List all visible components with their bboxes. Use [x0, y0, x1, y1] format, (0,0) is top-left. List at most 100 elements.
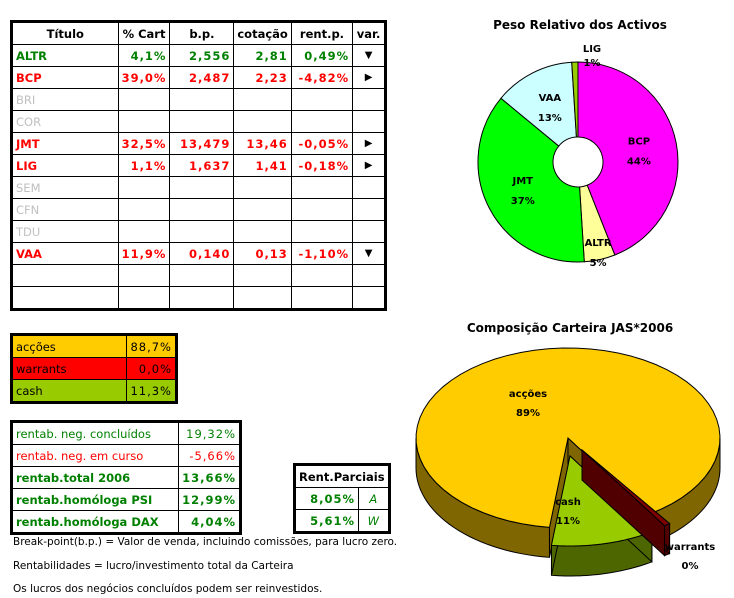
- var-cell[interactable]: [352, 88, 386, 111]
- var-cell[interactable]: [352, 176, 386, 199]
- bp-cell[interactable]: [169, 220, 235, 243]
- rent-cell[interactable]: -0,18%: [290, 154, 354, 177]
- ticker-cell[interactable]: ALTR: [11, 44, 119, 67]
- pct-cell[interactable]: [117, 286, 171, 310]
- var-cell[interactable]: ▼: [352, 44, 386, 67]
- bp-cell[interactable]: 0,140: [169, 242, 235, 265]
- partial-value[interactable]: 8,05%: [294, 487, 359, 510]
- allocation-value[interactable]: 11,3%: [126, 379, 177, 403]
- cot-cell[interactable]: 2,23: [233, 66, 292, 89]
- ticker-cell[interactable]: LIG: [11, 154, 119, 177]
- cot-cell[interactable]: [233, 198, 292, 221]
- allocation-label[interactable]: cash: [10, 379, 128, 403]
- pct-cell[interactable]: 1,1%: [117, 154, 171, 177]
- pct-cell[interactable]: [117, 88, 171, 111]
- pct-cell[interactable]: 39,0%: [117, 66, 171, 89]
- var-cell[interactable]: ▼: [352, 242, 386, 265]
- returns-label[interactable]: rentab. neg. em curso: [10, 444, 180, 467]
- returns-label[interactable]: rentab.homóloga PSI: [10, 488, 180, 511]
- returns-value[interactable]: 19,32%: [178, 421, 241, 445]
- slice-label: warrants: [665, 542, 715, 553]
- ticker-cell[interactable]: BRI: [11, 88, 119, 111]
- pct-cell[interactable]: [117, 264, 171, 287]
- var-cell[interactable]: ▶: [352, 66, 386, 89]
- returns-label[interactable]: rentab. neg. concluídos: [10, 421, 180, 445]
- bp-cell[interactable]: [169, 176, 235, 199]
- var-cell[interactable]: [352, 198, 386, 221]
- pct-cell[interactable]: [117, 220, 171, 243]
- var-cell[interactable]: [352, 286, 386, 310]
- cot-cell[interactable]: [233, 264, 292, 287]
- rent-cell[interactable]: [290, 176, 354, 199]
- ticker-cell[interactable]: [11, 264, 119, 287]
- bp-cell[interactable]: [169, 264, 235, 287]
- pct-cell[interactable]: [117, 176, 171, 199]
- ticker-cell[interactable]: SEM: [11, 176, 119, 199]
- pct-cell[interactable]: [117, 110, 171, 133]
- cot-cell[interactable]: 2,81: [233, 44, 292, 67]
- bp-cell[interactable]: [169, 110, 235, 133]
- bp-cell[interactable]: [169, 88, 235, 111]
- allocation-value[interactable]: 88,7%: [126, 334, 177, 358]
- allocation-label[interactable]: warrants: [10, 357, 128, 380]
- column-header[interactable]: b.p.: [169, 21, 235, 45]
- partial-header[interactable]: Rent.Parciais: [294, 464, 390, 488]
- returns-value[interactable]: 12,99%: [178, 488, 241, 511]
- rent-cell[interactable]: -1,10%: [290, 242, 354, 265]
- ticker-cell[interactable]: VAA: [11, 242, 119, 265]
- var-cell[interactable]: [352, 110, 386, 133]
- rent-cell[interactable]: [290, 264, 354, 287]
- cot-cell[interactable]: [233, 110, 292, 133]
- column-header[interactable]: Título: [11, 21, 119, 45]
- returns-value[interactable]: 4,04%: [178, 510, 241, 534]
- pct-cell[interactable]: 32,5%: [117, 132, 171, 155]
- partial-value[interactable]: 5,61%: [294, 509, 359, 533]
- ticker-cell[interactable]: COR: [11, 110, 119, 133]
- rent-cell[interactable]: -0,05%: [290, 132, 354, 155]
- returns-label[interactable]: rentab.total 2006: [10, 466, 180, 489]
- pct-cell[interactable]: [117, 198, 171, 221]
- ticker-cell[interactable]: CFN: [11, 198, 119, 221]
- var-cell[interactable]: [352, 264, 386, 287]
- rent-cell[interactable]: -4,82%: [290, 66, 354, 89]
- cot-cell[interactable]: [233, 176, 292, 199]
- partial-tag[interactable]: A: [358, 487, 390, 510]
- bp-cell[interactable]: 1,637: [169, 154, 235, 177]
- bp-cell[interactable]: 2,487: [169, 66, 235, 89]
- rent-cell[interactable]: [290, 220, 354, 243]
- column-header[interactable]: % Cart: [117, 21, 171, 45]
- var-cell[interactable]: ▶: [352, 154, 386, 177]
- rent-cell[interactable]: [290, 198, 354, 221]
- partial-tag[interactable]: W: [358, 509, 390, 533]
- cot-cell[interactable]: [233, 220, 292, 243]
- allocation-label[interactable]: acções: [10, 334, 128, 358]
- allocation-value[interactable]: 0,0%: [126, 357, 177, 380]
- ticker-cell[interactable]: BCP: [11, 66, 119, 89]
- cot-cell[interactable]: 1,41: [233, 154, 292, 177]
- pct-cell[interactable]: 11,9%: [117, 242, 171, 265]
- ticker-cell[interactable]: TDU: [11, 220, 119, 243]
- cot-cell[interactable]: 0,13: [233, 242, 292, 265]
- returns-label[interactable]: rentab.homóloga DAX: [10, 510, 180, 534]
- bp-cell[interactable]: 2,556: [169, 44, 235, 67]
- cot-cell[interactable]: [233, 286, 292, 310]
- column-header[interactable]: var.: [352, 21, 386, 45]
- rent-cell[interactable]: [290, 286, 354, 310]
- rent-cell[interactable]: [290, 88, 354, 111]
- ticker-cell[interactable]: JMT: [11, 132, 119, 155]
- returns-value[interactable]: -5,66%: [178, 444, 241, 467]
- rent-cell[interactable]: 0,49%: [290, 44, 354, 67]
- column-header[interactable]: rent.p.: [290, 21, 354, 45]
- bp-cell[interactable]: [169, 198, 235, 221]
- cot-cell[interactable]: [233, 88, 292, 111]
- ticker-cell[interactable]: [11, 286, 119, 310]
- var-cell[interactable]: [352, 220, 386, 243]
- column-header[interactable]: cotação: [233, 21, 292, 45]
- pct-cell[interactable]: 4,1%: [117, 44, 171, 67]
- var-cell[interactable]: ▶: [352, 132, 386, 155]
- cot-cell[interactable]: 13,46: [233, 132, 292, 155]
- bp-cell[interactable]: [169, 286, 235, 310]
- returns-value[interactable]: 13,66%: [178, 466, 241, 489]
- bp-cell[interactable]: 13,479: [169, 132, 235, 155]
- rent-cell[interactable]: [290, 110, 354, 133]
